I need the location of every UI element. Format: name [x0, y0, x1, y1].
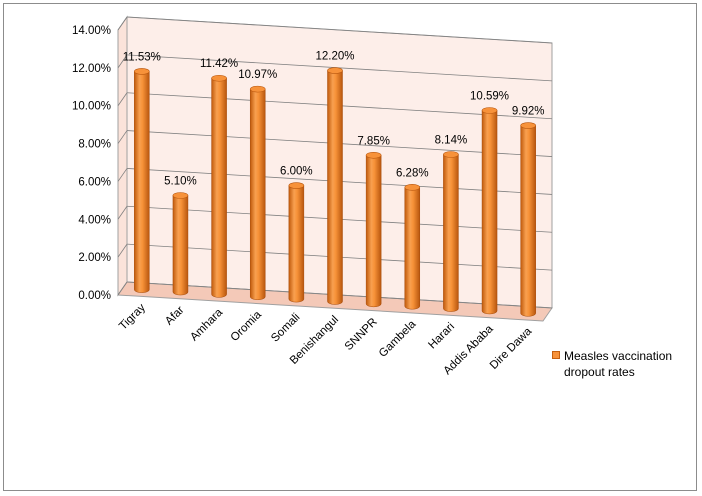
data-label: 8.14%: [435, 135, 468, 147]
x-tick-label: Harari: [426, 321, 457, 352]
bar-cylinder: [249, 88, 266, 300]
data-label: 11.42%: [200, 58, 238, 70]
bar-cap: [172, 192, 189, 199]
x-tick-label: Afar: [163, 304, 187, 328]
data-label: 7.85%: [357, 135, 390, 147]
gridline-side: [117, 92, 128, 106]
bar-cylinder: [172, 195, 189, 296]
y-tick-label: 14.00%: [72, 25, 111, 37]
data-label: 10.97%: [238, 69, 277, 81]
data-label: 10.59%: [470, 91, 509, 103]
bar-cap: [481, 107, 498, 114]
gridline-side: [117, 243, 128, 258]
data-label: 6.00%: [280, 166, 313, 178]
legend-label: Measles vaccination dropout rates: [564, 349, 673, 379]
data-label: 11.53%: [123, 51, 161, 63]
bar-cap: [404, 184, 421, 191]
x-tick-label: Oromia: [229, 308, 265, 344]
gridline-side: [117, 206, 128, 220]
bar-cylinder: [404, 187, 421, 310]
bar-cylinder: [211, 77, 227, 298]
legend-swatch: [552, 351, 560, 359]
gridline: [126, 16, 553, 44]
bar-cap: [134, 68, 150, 75]
bar-cylinder: [481, 110, 498, 315]
gridline-side: [117, 54, 128, 69]
data-label: 9.92%: [512, 106, 545, 118]
bar-cap: [365, 151, 382, 159]
bar-cylinder: [134, 71, 150, 293]
bar-cylinder: [520, 125, 536, 317]
x-tick-label: Amhara: [188, 306, 225, 343]
data-label: 6.28%: [396, 167, 429, 179]
gridline-side: [117, 130, 128, 144]
x-tick-label: Tigray: [117, 302, 148, 333]
bar-cap: [288, 182, 305, 189]
bar-cap: [443, 151, 459, 158]
bar-cap: [520, 122, 536, 129]
y-tick-label: 12.00%: [72, 63, 111, 75]
data-label: 5.10%: [164, 176, 197, 188]
bar-cylinder: [288, 185, 305, 303]
x-tick-label: SNNPR: [343, 316, 380, 353]
bar-cap: [327, 67, 343, 74]
y-tick-label: 8.00%: [78, 139, 111, 151]
chart-legend: Measles vaccination dropout rates: [552, 348, 697, 380]
x-tick-label: Somali: [269, 311, 302, 344]
y-tick-label: 0.00%: [78, 290, 111, 302]
gridline-side: [117, 168, 128, 182]
bar-cap: [211, 74, 227, 82]
y-tick-label: 6.00%: [78, 176, 111, 188]
y-tick-label: 2.00%: [78, 252, 111, 264]
bar-cap: [249, 85, 266, 93]
data-label: 12.20%: [315, 51, 354, 63]
bar-cylinder: [443, 154, 459, 312]
gridline-side: [117, 281, 128, 296]
gridline-side: [117, 16, 128, 31]
bar-cylinder: [327, 70, 343, 305]
x-tick-label: Gambela: [377, 318, 419, 360]
bar-cylinder: [365, 155, 382, 308]
y-tick-label: 4.00%: [78, 214, 111, 226]
y-tick-label: 10.00%: [72, 101, 111, 113]
